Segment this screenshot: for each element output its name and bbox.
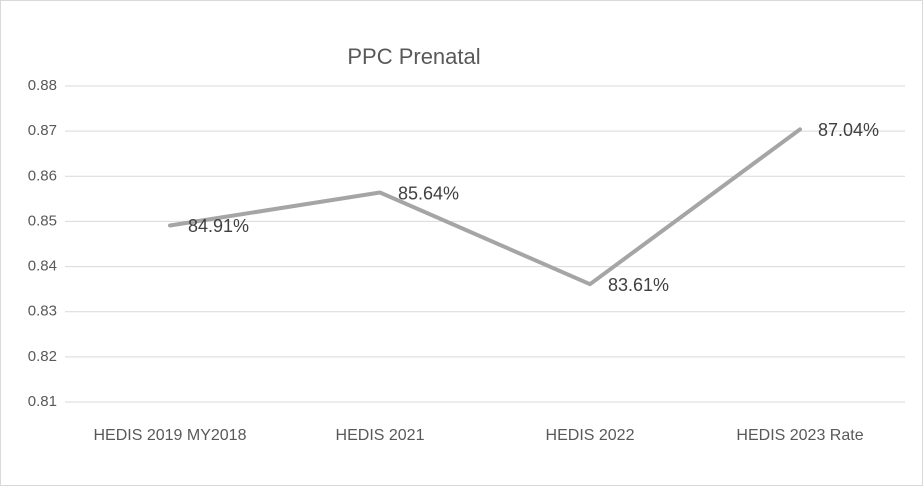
y-tick-label: 0.82	[28, 348, 57, 365]
data-label: 85.64%	[398, 183, 459, 203]
y-tick-label: 0.88	[28, 77, 57, 94]
y-tick-label: 0.85	[28, 212, 57, 229]
x-tick-label: HEDIS 2021	[336, 427, 425, 444]
y-tick-label: 0.81	[28, 393, 57, 410]
x-tick-label: HEDIS 2023 Rate	[736, 427, 863, 444]
y-tick-label: 0.83	[28, 303, 57, 320]
y-tick-label: 0.84	[28, 258, 57, 275]
data-label: 87.04%	[818, 120, 879, 140]
y-tick-label: 0.87	[28, 122, 57, 139]
line-series	[168, 127, 802, 287]
data-label: 83.61%	[608, 275, 669, 295]
chart-title: PPC Prenatal	[347, 44, 480, 69]
y-tick-label: 0.86	[28, 167, 57, 184]
data-label: 84.91%	[188, 216, 249, 236]
x-tick-label: HEDIS 2022	[546, 427, 635, 444]
x-tick-label: HEDIS 2019 MY2018	[94, 427, 247, 444]
